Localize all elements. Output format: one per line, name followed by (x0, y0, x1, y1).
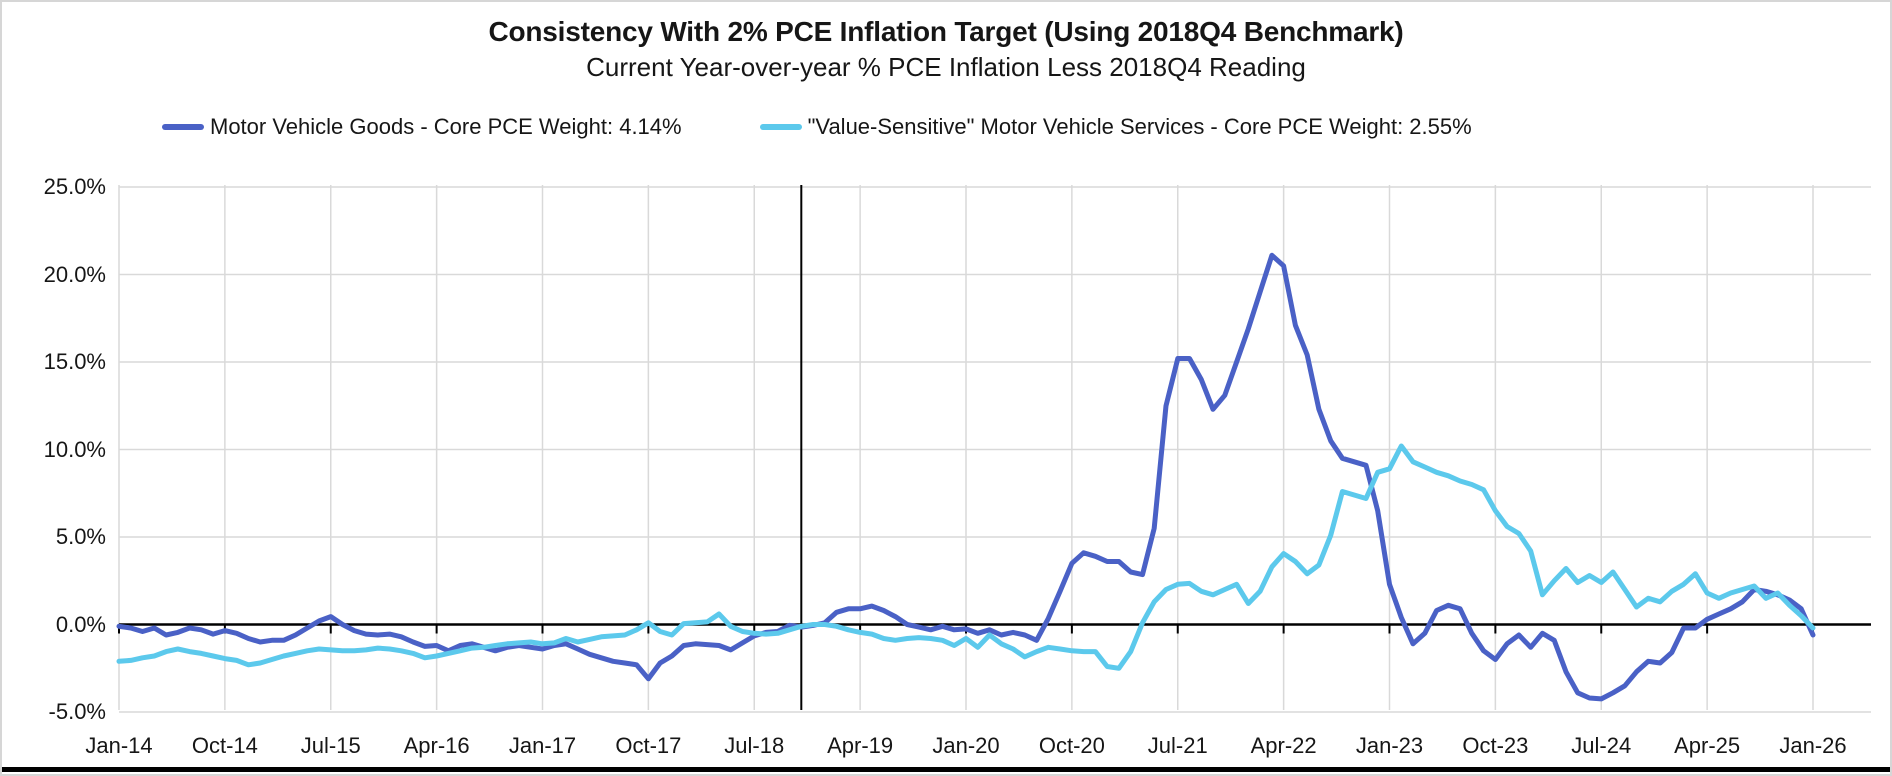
x-axis-label: Apr-22 (1250, 733, 1317, 758)
y-axis-label: 15.0% (43, 349, 106, 374)
x-axis-label: Jan-14 (85, 733, 153, 758)
x-axis-label: Apr-19 (827, 733, 894, 758)
x-axis-label: Oct-20 (1038, 733, 1105, 758)
x-axis-label: Jul-18 (724, 733, 785, 758)
legend: Motor Vehicle Goods - Core PCE Weight: 4… (162, 114, 1472, 140)
chart-subtitle: Current Year-over-year % PCE Inflation L… (586, 52, 1306, 82)
x-axis-label: Oct-17 (615, 733, 682, 758)
x-axis-label: Jul-24 (1571, 733, 1632, 758)
chart-title: Consistency With 2% PCE Inflation Target… (488, 16, 1404, 47)
y-axis-label: -5.0% (48, 699, 106, 724)
x-axis-label: Jul-15 (300, 733, 361, 758)
legend-label: Motor Vehicle Goods - Core PCE Weight: 4… (210, 114, 682, 139)
legend-label: "Value-Sensitive" Motor Vehicle Services… (807, 114, 1472, 139)
x-axis-label: Jul-21 (1147, 733, 1208, 758)
series-line-swatch-icon (162, 124, 204, 130)
y-axis-label: 20.0% (43, 261, 106, 287)
x-axis-label: Jan-23 (1355, 733, 1424, 758)
y-axis-label: 10.0% (43, 436, 106, 462)
x-axis-label: Jan-17 (508, 733, 577, 758)
series-line-0 (116, 252, 1816, 702)
x-axis-label: Apr-25 (1674, 733, 1741, 758)
x-axis-label: Oct-23 (1462, 733, 1529, 758)
series-line-swatch-icon (759, 124, 802, 130)
y-axis-label: 5.0% (55, 524, 106, 549)
legend-entry-motor-vehicle-goods[interactable]: Motor Vehicle Goods - Core PCE Weight: 4… (162, 114, 682, 140)
x-axis-label: Oct-14 (191, 733, 258, 758)
legend-entry-motor-vehicle-services[interactable]: "Value-Sensitive" Motor Vehicle Services… (759, 114, 1472, 140)
x-axis-label: Jan-20 (932, 733, 1000, 758)
x-axis-label: Jan-26 (1779, 733, 1847, 758)
y-axis-label: 25.0% (43, 174, 106, 199)
bottom-border-bar (2, 767, 1890, 772)
y-axis-label: 0.0% (55, 611, 106, 637)
x-axis-label: Apr-16 (403, 733, 470, 758)
series-line-1 (116, 443, 1816, 671)
